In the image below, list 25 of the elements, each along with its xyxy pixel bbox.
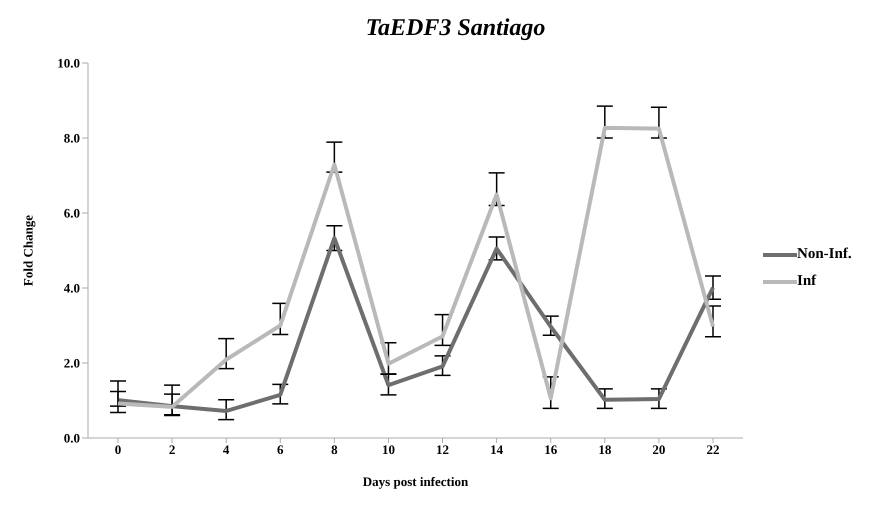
y-tick-label: 0.0 <box>64 430 80 446</box>
chart-title: TaEDF3 Santiago <box>364 14 546 43</box>
y-tick-label: 4.0 <box>64 280 80 296</box>
x-tick-label: 6 <box>277 442 284 458</box>
x-tick-label: 20 <box>652 442 666 458</box>
x-tick-label: 22 <box>706 442 720 458</box>
x-tick-label: 14 <box>490 442 504 458</box>
line-series <box>116 236 715 413</box>
x-tick-label: 4 <box>222 442 230 458</box>
x-tick-label: 16 <box>544 442 558 458</box>
legend-label: Inf <box>797 273 816 290</box>
x-tick-label: 10 <box>382 442 395 458</box>
legend-label: Non-Inf. <box>797 246 852 263</box>
x-axis-title: Days post infection <box>362 474 469 489</box>
x-tick-label: 12 <box>436 442 450 458</box>
x-tick-label: 0 <box>114 442 122 458</box>
x-tick-label: 8 <box>331 442 338 458</box>
y-tick-label: 8.0 <box>64 130 80 146</box>
y-tick-label: 6.0 <box>64 206 80 221</box>
x-tick-label: 18 <box>598 442 612 458</box>
line-series <box>116 126 715 409</box>
y-axis-title: Fold Change <box>20 214 36 286</box>
y-tick-label: 10.0 <box>57 56 80 71</box>
x-tick-label: 2 <box>168 442 176 458</box>
y-tick-label: 2.0 <box>64 356 80 371</box>
